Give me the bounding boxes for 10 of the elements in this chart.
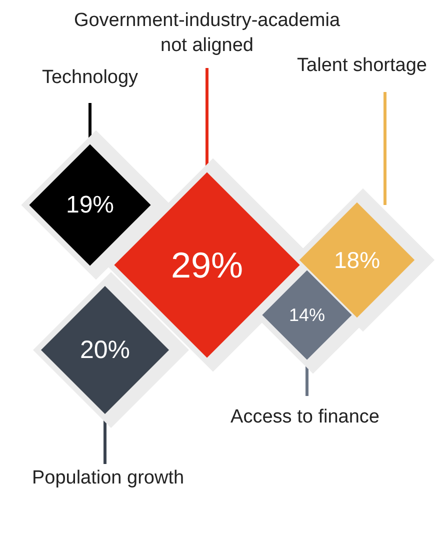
data-label: 20%: [80, 336, 130, 364]
category-label: Technology: [42, 67, 139, 88]
category-label: Access to finance: [230, 406, 380, 428]
category-label: Population growth: [32, 468, 184, 488]
data-label: 19%: [66, 192, 114, 218]
data-label: 29%: [170, 244, 244, 286]
data-label: 18%: [334, 247, 380, 273]
category-label: Talent shortage: [297, 55, 427, 76]
data-label: 14%: [288, 305, 326, 325]
category-label: Government-industry-academia not aligned: [74, 10, 340, 56]
